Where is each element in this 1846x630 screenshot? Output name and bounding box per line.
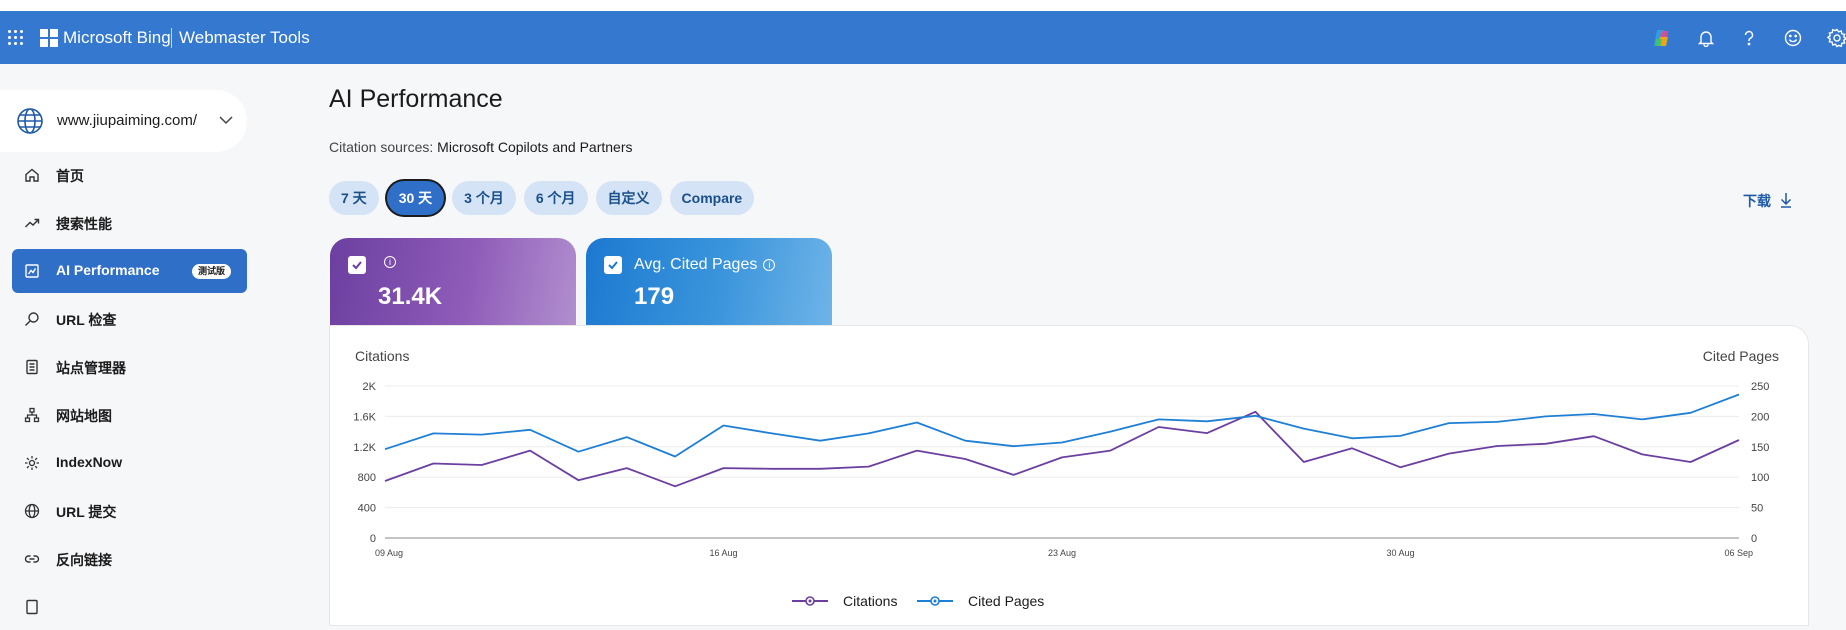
x-tick-label: 16 Aug (709, 548, 737, 558)
info-icon[interactable]: i (384, 256, 396, 268)
link-icon (23, 550, 41, 568)
bell-icon[interactable] (1694, 26, 1718, 50)
site-selector[interactable]: www.jiupaiming.com/ (0, 90, 247, 152)
sidebar-item-label: 站点管理器 (56, 360, 126, 376)
range-custom[interactable]: 自定义 (595, 181, 662, 215)
sidebar-item-url-submission[interactable]: URL 提交 (12, 489, 247, 533)
indexnow-icon (23, 454, 41, 472)
range-7-days[interactable]: 7 天 (329, 181, 379, 215)
top-strip (0, 0, 1846, 11)
download-button[interactable]: 下载 (1743, 191, 1793, 211)
y-left-tick-label: 800 (358, 472, 376, 484)
y-right-tick-label: 50 (1751, 503, 1763, 515)
download-icon (1779, 192, 1793, 211)
cited-pages-card-title: Avg. Cited Pages (634, 256, 758, 273)
y-right-tick-label: 150 (1751, 442, 1769, 454)
series-line-cited-pages (384, 393, 1740, 458)
y-left-tick-label: 400 (358, 503, 376, 515)
sidebar-item-sitemaps[interactable]: 网站地图 (12, 393, 247, 437)
microsoft-logo-icon (40, 29, 58, 47)
performance-chart: Citations Cited Pages 0 0 400 50 800 100 1.2K 150… (353, 348, 1779, 609)
sidebar-item-site-explorer[interactable]: 站点管理器 (12, 345, 247, 389)
gear-icon[interactable] (1825, 26, 1846, 50)
legend-label: Citations (843, 593, 897, 609)
globe-icon (23, 502, 41, 520)
sidebar-item-label: URL 检查 (56, 312, 117, 328)
chart-panel: Citations Cited Pages 0 0 400 50 800 100 1.2K 150… (330, 326, 1808, 625)
range-6-months[interactable]: 6 个月 (523, 181, 588, 215)
citations-checkbox[interactable] (348, 256, 366, 274)
citations-card[interactable]: i 31.4K (330, 238, 576, 328)
header-divider (171, 28, 172, 48)
right-axis-label: Cited Pages (1703, 348, 1779, 364)
sidebar-item-search-performance[interactable]: 搜索性能 (12, 201, 247, 245)
citation-sources: Citation sources: Microsoft Copilots and… (329, 139, 632, 155)
y-left-tick-label: 1.2K (353, 442, 376, 454)
cited-pages-card-value: 179 (634, 283, 675, 310)
y-left-tick-label: 0 (370, 533, 376, 545)
sidebar-item-label: 首页 (56, 168, 84, 184)
ai-chart-icon (23, 262, 41, 280)
y-right-tick-label: 250 (1751, 381, 1769, 393)
x-tick-label: 23 Aug (1048, 548, 1076, 558)
trend-icon (23, 214, 41, 232)
sidebar: www.jiupaiming.com/ 首页 搜索性能 AI Performan… (0, 64, 260, 625)
product-name[interactable]: Webmaster Tools (179, 28, 310, 47)
sitemap-icon (23, 406, 41, 424)
sidebar-item-url-inspection[interactable]: URL 检查 (12, 297, 247, 341)
sidebar-item-home[interactable]: 首页 (12, 153, 247, 197)
sidebar-item-label: 搜索性能 (56, 216, 112, 232)
copilot-icon[interactable] (1650, 26, 1674, 50)
citations-card-label: i (378, 256, 396, 268)
legend-label: Cited Pages (968, 593, 1044, 609)
document-icon (23, 598, 41, 616)
y-left-tick-label: 1.6K (353, 411, 376, 423)
citations-card-value: 31.4K (378, 283, 443, 310)
x-tick-label: 30 Aug (1386, 548, 1414, 558)
cited-pages-card[interactable]: Avg. Cited Pages i 179 (586, 238, 832, 328)
x-tick-label: 06 Sep (1724, 548, 1753, 558)
range-3-months[interactable]: 3 个月 (452, 181, 516, 215)
beta-badge: 测试版 (192, 264, 232, 279)
info-icon[interactable]: i (763, 259, 776, 271)
chevron-down-icon[interactable] (218, 112, 234, 133)
brand-name[interactable]: Microsoft Bing (63, 28, 171, 47)
compare-button[interactable]: Compare (669, 181, 755, 215)
app-launcher-icon[interactable] (8, 30, 24, 46)
left-axis-label: Citations (355, 348, 409, 364)
cited-pages-card-label: Avg. Cited Pages i (634, 256, 776, 274)
citation-sources-value: Microsoft Copilots and Partners (437, 139, 633, 155)
x-tick-label: 09 Aug (375, 548, 403, 558)
legend-marker-dot (933, 599, 937, 603)
sidebar-item-more[interactable] (12, 585, 247, 629)
search-icon (23, 310, 41, 328)
range-30-days[interactable]: 30 天 (386, 181, 445, 215)
citation-sources-label: Citation sources: (329, 139, 434, 155)
help-icon[interactable] (1737, 26, 1761, 50)
y-right-tick-label: 200 (1751, 411, 1769, 423)
date-range-pills: 7 天 30 天 3 个月 6 个月 自定义 Compare (329, 181, 755, 215)
sidebar-item-label: 反向链接 (56, 552, 112, 568)
y-right-tick-label: 100 (1751, 472, 1769, 484)
y-right-tick-label: 0 (1751, 533, 1757, 545)
legend-marker-dot (808, 599, 812, 603)
download-label: 下载 (1743, 193, 1771, 209)
document-icon (23, 358, 41, 376)
sidebar-item-label: AI Performance (56, 262, 160, 278)
cited-pages-checkbox[interactable] (604, 256, 622, 274)
app-header: Microsoft Bing Webmaster Tools (0, 11, 1846, 64)
series-line-citations (384, 410, 1740, 488)
sidebar-item-ai-performance[interactable]: AI Performance 测试版 (12, 249, 247, 293)
home-icon (23, 166, 41, 184)
site-name: www.jiupaiming.com/ (57, 112, 198, 129)
y-left-tick-label: 2K (363, 381, 377, 393)
sidebar-item-label: 网站地图 (56, 408, 112, 424)
page-title: AI Performance (329, 85, 503, 113)
sidebar-item-label: IndexNow (56, 454, 123, 470)
sidebar-item-indexnow[interactable]: IndexNow (12, 441, 247, 485)
globe-icon (16, 107, 44, 140)
sidebar-item-backlinks[interactable]: 反向链接 (12, 537, 247, 581)
feedback-icon[interactable] (1781, 26, 1805, 50)
sidebar-item-label: URL 提交 (56, 504, 117, 520)
